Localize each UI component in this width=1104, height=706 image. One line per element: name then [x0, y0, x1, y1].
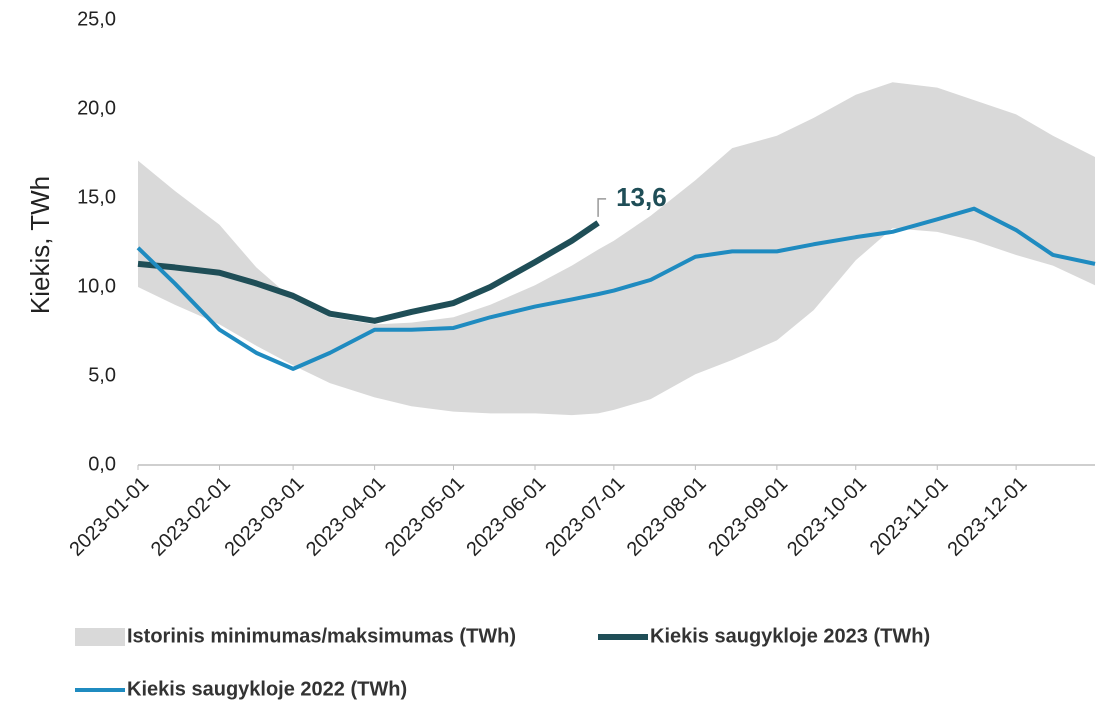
- x-tick-label: 2023-04-01: [302, 473, 390, 561]
- y-tick-label: 10,0: [77, 275, 116, 297]
- y-tick-label: 15,0: [77, 186, 116, 208]
- x-tick-label: 2023-01-01: [65, 473, 153, 561]
- x-tick-label: 2023-09-01: [704, 473, 792, 561]
- y-tick-label: 20,0: [77, 97, 116, 119]
- y-tick-label: 0,0: [88, 453, 116, 475]
- y-tick-label: 5,0: [88, 364, 116, 386]
- line: [137, 220, 600, 324]
- x-tick-label: 2023-07-01: [541, 473, 629, 561]
- range-band: [138, 82, 1095, 416]
- legend-swatch: [75, 628, 125, 646]
- y-axis-label: Kiekis, TWh: [25, 176, 55, 314]
- legend-label: Kiekis saugykloje 2022 (TWh): [127, 678, 407, 700]
- x-tick-label: 2023-12-01: [943, 473, 1031, 561]
- x-tick-label: 2023-10-01: [783, 473, 871, 561]
- y-tick-label: 25,0: [77, 8, 116, 30]
- line: [136, 206, 1096, 371]
- legend-label: Istorinis minimumas/maksimumas (TWh): [127, 625, 516, 647]
- x-tick-label: 2023-11-01: [866, 473, 953, 560]
- x-tick-label: 2023-08-01: [623, 473, 711, 561]
- legend-label: Kiekis saugykloje 2023 (TWh): [650, 625, 930, 647]
- label-leader: [597, 198, 607, 217]
- x-tick-label: 2023-03-01: [220, 473, 308, 561]
- x-tick-label: 2023-05-01: [381, 473, 469, 561]
- data-label: 13,6: [616, 182, 667, 212]
- x-tick-label: 2023-06-01: [462, 473, 550, 561]
